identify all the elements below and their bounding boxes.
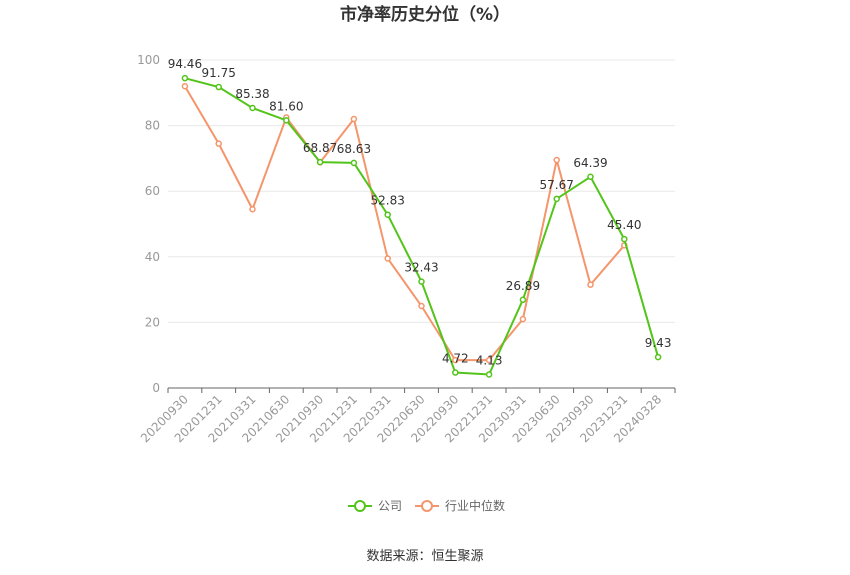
grid [168, 59, 675, 323]
data-label: 94.46 [168, 57, 202, 71]
data-label: 91.75 [202, 66, 236, 80]
data-point[interactable] [418, 302, 425, 310]
data-point[interactable] [384, 211, 391, 218]
legend-marker [354, 500, 366, 512]
data-label: 4.13 [476, 353, 503, 367]
legend-label: 公司 [378, 499, 402, 513]
data-point[interactable] [215, 140, 222, 147]
data-point[interactable] [553, 156, 560, 164]
series-line-1 [184, 85, 626, 362]
data-label: 9.43 [645, 336, 672, 350]
y-tick-label: 100 [137, 53, 160, 67]
data-point[interactable] [181, 82, 189, 90]
source-note: 数据来源：恒生聚源 [366, 549, 483, 564]
data-point[interactable] [587, 281, 594, 288]
data-point[interactable] [418, 278, 425, 285]
data-point[interactable] [350, 159, 358, 167]
data-label: 85.38 [235, 87, 269, 101]
data-point[interactable] [485, 356, 493, 364]
legend[interactable]: 公司 行业中位数 [348, 498, 505, 513]
data-point[interactable] [181, 74, 189, 82]
data-label: 4.72 [442, 352, 469, 366]
data-label: 32.43 [404, 261, 438, 275]
y-tick-label: 60 [145, 184, 160, 198]
data-point[interactable] [621, 235, 628, 243]
data-label: 68.63 [337, 142, 371, 156]
data-label: 26.89 [506, 279, 540, 293]
y-tick-label: 80 [145, 119, 160, 133]
data-point[interactable] [587, 173, 594, 181]
y-tick-label: 0 [152, 381, 160, 395]
data-label: 57.67 [540, 178, 574, 192]
data-point[interactable] [350, 115, 358, 123]
data-label: 64.39 [573, 156, 607, 170]
legend-item[interactable]: 行业中位数 [415, 498, 505, 513]
series-layer [181, 74, 662, 378]
data-point[interactable] [519, 296, 527, 304]
data-point[interactable] [519, 315, 527, 323]
data-point[interactable] [485, 371, 493, 378]
data-point[interactable] [249, 104, 256, 112]
y-tick-label: 20 [145, 315, 160, 329]
data-point[interactable] [384, 255, 391, 262]
data-point[interactable] [249, 205, 256, 213]
data-point[interactable] [283, 117, 290, 124]
data-label: 81.60 [269, 99, 303, 113]
data-label: 68.87 [303, 141, 337, 155]
series-line-0 [184, 77, 660, 376]
data-point[interactable] [654, 353, 662, 361]
data-point[interactable] [316, 158, 324, 166]
data-label: 45.40 [607, 218, 641, 232]
data-point[interactable] [452, 369, 459, 376]
data-point[interactable] [215, 83, 222, 91]
data-label: 52.83 [371, 194, 405, 208]
y-axis: 0 20 40 60 80 100 [137, 53, 160, 395]
legend-marker [421, 500, 433, 512]
legend-label: 行业中位数 [445, 498, 505, 513]
data-point[interactable] [452, 356, 459, 364]
legend-item[interactable]: 公司 [348, 499, 402, 513]
chart-title: 市净率历史分位（%） [340, 4, 510, 25]
x-axis: 2020093020201231202103312021063020210930… [138, 387, 676, 445]
data-point[interactable] [553, 195, 560, 203]
y-tick-label: 40 [145, 250, 160, 264]
